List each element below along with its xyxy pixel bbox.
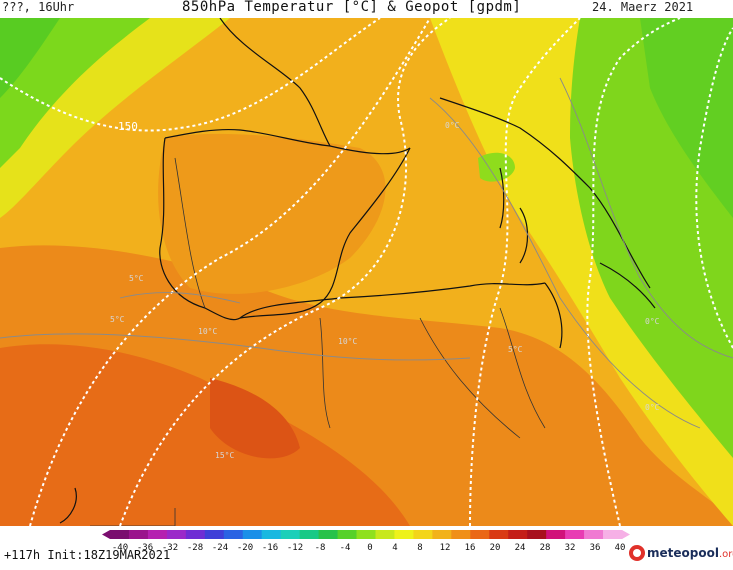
- forecast-date: 24. Maerz 2021: [592, 0, 694, 14]
- legend-tick-label: 28: [540, 543, 551, 553]
- legend-swatch: [242, 530, 263, 539]
- contour-label: 0°C: [645, 403, 660, 412]
- legend-swatch: [603, 530, 623, 539]
- legend-svg: -40 -36 -32 -28 -24 -20 -16 -12 -8 -4 0 4 8 12 16 20 24 2…: [102, 530, 630, 553]
- legend-tick-labels: -40 -36 -32 -28 -24 -20 -16 -12 -8 -4 0 4 8 12 16 20 24 2…: [112, 543, 626, 553]
- legend-swatch: [508, 530, 528, 539]
- legend-color-bar: [102, 530, 630, 539]
- meteopool-logo[interactable]: meteopool.org: [629, 544, 733, 564]
- borders: [90, 157, 546, 526]
- legend-swatch: [546, 530, 566, 539]
- contour-label: 10°C: [198, 327, 217, 336]
- legend-tick-label: 0: [367, 543, 372, 553]
- logo-brand: meteopool: [647, 546, 719, 560]
- legend-swatch: [204, 530, 225, 539]
- legend-swatch: [223, 530, 244, 539]
- cold-core-nw: [0, 18, 60, 98]
- contour-label: 15°C: [215, 451, 234, 460]
- legend-swatch: [280, 530, 301, 539]
- contour-label: 150: [118, 120, 138, 133]
- legend-tick-label: 20: [490, 543, 501, 553]
- legend-tick-label: -4: [340, 543, 351, 553]
- legend-tick-label: 36: [590, 543, 601, 553]
- legend-tick-label: -8: [315, 543, 326, 553]
- legend-tick-label: 24: [515, 543, 526, 553]
- map-title: 850hPa Temperatur [°C] & Geopot [gpdm]: [182, 0, 522, 15]
- legend-swatch: [451, 530, 471, 539]
- legend-swatch: [584, 530, 604, 539]
- legend-tick-label: -32: [162, 543, 178, 553]
- legend-swatch: [166, 530, 187, 539]
- geopotential-contours: [0, 18, 733, 526]
- cold-core-e: [640, 18, 733, 218]
- legend-tick-label: -16: [262, 543, 278, 553]
- legend-tick-label: 32: [565, 543, 576, 553]
- iberia-warm: [158, 133, 386, 294]
- contour-label: 5°C: [508, 345, 523, 354]
- legend-swatch: [337, 530, 358, 539]
- legend-swatch: [565, 530, 585, 539]
- legend-tick-label: -36: [137, 543, 153, 553]
- legend-swatch: [110, 530, 130, 539]
- legend-arrow-left: [102, 530, 110, 539]
- logo-icon: [629, 545, 645, 561]
- legend-swatch: [318, 530, 339, 539]
- contour-label: 0°C: [645, 317, 660, 326]
- forecast-time: ???, 16Uhr: [2, 0, 75, 14]
- map-svg: 150 5°C 10°C 15°C 0°C 10°C 5°C 0°C 5°C 0…: [0, 18, 733, 526]
- legend-tick-label: 40: [615, 543, 626, 553]
- legend-swatch: [375, 530, 395, 539]
- legend-tick-label: 16: [465, 543, 476, 553]
- temperature-map: 150 5°C 10°C 15°C 0°C 10°C 5°C 0°C 5°C 0…: [0, 18, 733, 526]
- legend-swatch: [470, 530, 490, 539]
- legend-swatch: [147, 530, 168, 539]
- legend-swatch: [413, 530, 433, 539]
- legend-tick-label: 4: [392, 543, 397, 553]
- legend-swatch: [261, 530, 282, 539]
- legend-swatch: [394, 530, 414, 539]
- contour-label: 5°C: [129, 274, 144, 283]
- legend-swatch: [128, 530, 149, 539]
- legend-tick-label: -20: [237, 543, 253, 553]
- legend-tick-label: -40: [112, 543, 128, 553]
- contour-label: 0°C: [445, 121, 460, 130]
- legend-swatch: [527, 530, 547, 539]
- legend-tick-label: 8: [417, 543, 422, 553]
- contour-label-group: 150 5°C 10°C 15°C 0°C 10°C 5°C 0°C 5°C 0…: [110, 120, 660, 460]
- legend-swatch: [356, 530, 376, 539]
- contour-label: 10°C: [338, 337, 357, 346]
- legend-swatch: [432, 530, 452, 539]
- hot-core: [210, 378, 300, 459]
- hot-zone: [0, 344, 410, 526]
- legend-swatch: [489, 530, 509, 539]
- cool-zone-nw: [0, 18, 150, 168]
- legend-arrow-right: [622, 530, 630, 539]
- model-init-info: +117h Init:18Z19MAR2021: [4, 548, 171, 562]
- header-bar: ???, 16Uhr 850hPa Temperatur [°C] & Geop…: [0, 0, 733, 18]
- contour-label: 5°C: [110, 315, 125, 324]
- legend-tick-label: -24: [212, 543, 228, 553]
- isotherm-contours: [0, 77, 733, 429]
- logo-tld: .org: [718, 549, 733, 560]
- legend-tick-label: 12: [440, 543, 451, 553]
- legend-tick-label: -28: [187, 543, 203, 553]
- legend-swatch: [299, 530, 320, 539]
- color-legend: -40 -36 -32 -28 -24 -20 -16 -12 -8 -4 0 4 8 12 16 20 24 2…: [0, 526, 733, 566]
- legend-tick-label: -12: [287, 543, 303, 553]
- legend-swatch: [185, 530, 206, 539]
